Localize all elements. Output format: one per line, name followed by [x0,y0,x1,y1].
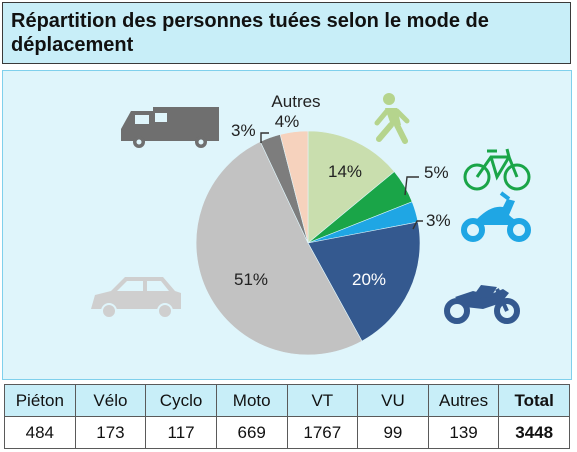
header-total: Total [498,384,570,417]
value-cyclo: 117 [145,416,217,449]
leader-line-cyclo [412,220,423,230]
value-total: 3448 [498,416,570,449]
pedestrian-icon [374,93,410,144]
pie-slice-vt [195,141,363,356]
header-vt: VT [286,384,359,417]
pie-chart: 14% 5% 3% 20% 51% 3% 4% Autres [91,92,531,356]
motorcycle-icon [444,285,520,324]
pie-slice-autres [279,130,309,244]
slice-label-moto: 20% [352,270,386,289]
value-moto: 669 [215,416,288,449]
slice-label-cyclo: 3% [426,211,451,230]
chart-title: Répartition des personnes tuées selon le… [11,10,489,56]
header-velo: Vélo [74,384,147,417]
leader-line-vu [260,132,269,143]
pie-slice-moto [307,221,421,342]
slice-label-velo: 5% [424,163,449,182]
header-autres: Autres [427,384,500,417]
header-pieton: Piéton [4,384,76,417]
table-header-row: Piéton Vélo Cyclo Moto VT VU Autres Tota… [4,384,570,417]
slice-label-autres: 4% [275,112,300,131]
slice-label-vu: 3% [231,121,256,140]
header-moto: Moto [215,384,288,417]
chart-panel: 14% 5% 3% 20% 51% 3% 4% Autres [2,70,572,380]
autres-label: Autres [271,92,320,111]
slice-label-vt: 51% [234,270,268,289]
leader-lines [260,132,423,230]
value-velo: 173 [74,416,147,449]
van-icon [121,107,219,148]
value-vt: 1767 [286,416,359,449]
data-table: Piéton Vélo Cyclo Moto VT VU Autres Tota… [4,384,570,449]
leader-line-velo [404,176,419,196]
car-icon [91,277,181,319]
pie-slice-pieton [307,130,395,244]
header-cyclo: Cyclo [145,384,217,417]
slice-label-pieton: 14% [328,162,362,181]
title-box: Répartition des personnes tuées selon le… [2,2,571,64]
value-pieton: 484 [4,416,76,449]
value-autres: 139 [427,416,500,449]
bicycle-icon [463,148,531,191]
table-row: 484 173 117 669 1767 99 139 3448 [4,416,570,449]
value-vu: 99 [357,416,429,449]
header-vu: VU [357,384,429,417]
scooter-icon [461,191,531,242]
